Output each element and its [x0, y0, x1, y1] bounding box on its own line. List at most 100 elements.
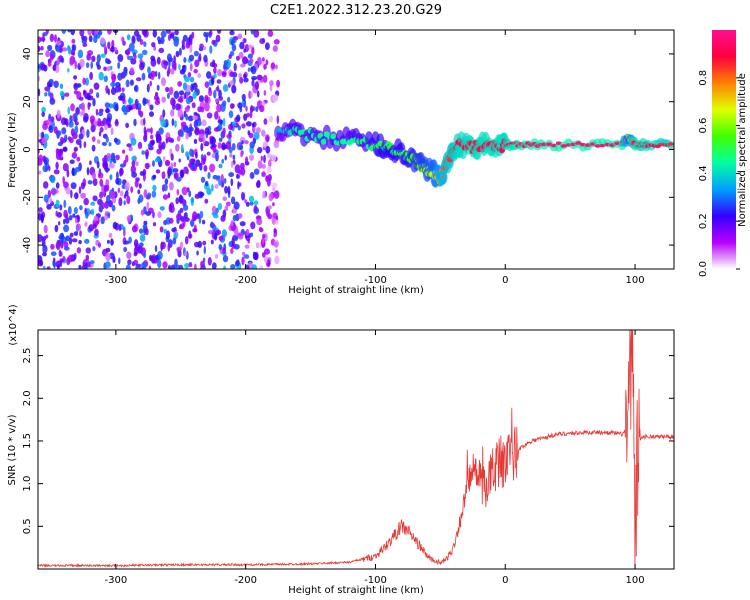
- spectrogram-noise-blob: [90, 201, 96, 206]
- y-tick-label: 0: [22, 146, 33, 152]
- spectrogram-noise-blob: [73, 207, 78, 214]
- spectrogram-noise-blob: [184, 76, 190, 83]
- spectrogram-noise-blob: [119, 163, 126, 168]
- spectrogram-noise-blob: [173, 172, 178, 180]
- spectrogram-noise-blob: [122, 104, 127, 111]
- spectrogram-noise-blob: [161, 171, 166, 180]
- spectrogram-noise-blob: [131, 225, 138, 233]
- spectrogram-noise-blob: [190, 197, 195, 203]
- spectrogram-noise-blob: [70, 30, 76, 36]
- spectrogram-noise-blob: [221, 181, 224, 188]
- spectrogram-noise-blob: [218, 236, 224, 241]
- spectrogram-noise-blob: [273, 140, 280, 149]
- spectrogram-noise-blob: [179, 169, 185, 178]
- spectrogram-noise-blob: [268, 205, 272, 210]
- spectrogram-noise-blob: [138, 228, 144, 234]
- spectrogram-noise-blob: [270, 62, 276, 70]
- spectrogram-noise-blob: [82, 77, 86, 85]
- spectrogram-noise-blob: [123, 246, 127, 253]
- spectrogram-noise-blob: [206, 112, 213, 119]
- spectrogram-noise-blob: [152, 160, 155, 167]
- spectrogram-noise-blob: [73, 231, 79, 236]
- spectrogram-noise-blob: [250, 221, 256, 230]
- spectrogram-noise-blob: [110, 152, 116, 161]
- spectrogram-noise-blob: [198, 133, 205, 139]
- spectrogram-noise-blob: [211, 184, 214, 192]
- spectrogram-noise-blob: [248, 44, 253, 49]
- spectrogram-noise-blob: [218, 244, 223, 251]
- spectrogram-ridge-core: [560, 144, 567, 148]
- spectrogram-noise-blob: [176, 135, 181, 142]
- spectrogram-noise-blob: [213, 214, 219, 219]
- spectrogram-noise-blob: [238, 51, 244, 59]
- spectrogram-noise-blob: [273, 228, 277, 234]
- spectrogram-noise-blob: [42, 165, 48, 173]
- spectrogram-noise-blob: [208, 89, 213, 97]
- spectrogram-noise-blob: [152, 222, 157, 227]
- spectrogram-noise-blob: [114, 120, 119, 127]
- spectrogram-noise-blob: [197, 73, 202, 79]
- y-tick-label: -20: [22, 189, 33, 205]
- spectrogram-noise-blob: [237, 232, 243, 237]
- spectrogram-noise-blob: [98, 204, 104, 213]
- spectrogram-noise-blob: [190, 83, 194, 92]
- spectrogram-noise-blob: [70, 189, 73, 199]
- spectrogram-noise-blob: [150, 55, 156, 62]
- spectrogram-noise-blob: [121, 87, 125, 92]
- spectrogram-noise-blob: [173, 36, 180, 43]
- spectrogram-noise-blob: [173, 63, 177, 71]
- spectrogram-noise-blob: [249, 172, 255, 179]
- spectrogram-noise-blob: [117, 187, 121, 194]
- spectrogram-noise-blob: [185, 113, 188, 121]
- spectrogram-noise-blob: [236, 173, 239, 179]
- spectrogram-noise-blob: [117, 72, 123, 81]
- spectrogram-noise-blob: [95, 108, 99, 116]
- spectrogram-noise-blob: [228, 54, 232, 60]
- spectrogram-noise-blob: [211, 262, 217, 269]
- spectrogram-noise-blob: [45, 30, 49, 35]
- spectrogram-noise-blob: [221, 229, 227, 238]
- spectrogram-noise-blob: [118, 224, 122, 232]
- spectrogram-noise-blob: [189, 63, 193, 72]
- spectrogram-noise-blob: [205, 132, 209, 139]
- spectrogram-noise-blob: [43, 64, 48, 72]
- spectrogram-noise-blob: [249, 110, 253, 119]
- spectrogram-noise-blob: [90, 124, 96, 133]
- spectrogram-noise-blob: [129, 67, 135, 75]
- spectrogram-noise-blob: [143, 41, 147, 47]
- spectrogram-noise-blob: [149, 80, 152, 87]
- spectrogram-noise-blob: [175, 103, 181, 111]
- spectrogram-noise-blob: [178, 264, 184, 269]
- spectrogram-noise-blob: [261, 171, 266, 178]
- spectrogram-noise-blob: [97, 198, 103, 206]
- spectrogram-noise-blob: [218, 137, 223, 142]
- spectrogram-noise-blob: [251, 47, 255, 56]
- colorbar: 0.0 0.2 0.4 0.6 0.8 Normalized spectral ampl…: [698, 30, 748, 277]
- spectrogram-noise-blob: [85, 262, 88, 269]
- spectrogram-noise-blob: [98, 71, 104, 81]
- spectrogram-noise-blob: [44, 86, 51, 92]
- spectrogram-noise-blob: [264, 42, 270, 50]
- spectrogram-noise-blob: [126, 143, 132, 148]
- spectrogram-noise-blob: [46, 266, 51, 269]
- spectrogram-noise-blob: [153, 45, 157, 51]
- spectrogram-noise-blob: [63, 181, 69, 189]
- spectrogram-noise-blob: [210, 221, 214, 228]
- spectrogram-noise-blob: [167, 243, 170, 252]
- spectrogram-noise-blob: [81, 38, 88, 44]
- spectrogram-noise-blob: [162, 194, 169, 200]
- spectrogram-noise-blob: [44, 159, 48, 166]
- spectrogram-noise-blob: [189, 44, 193, 53]
- spectrogram-noise-blob: [156, 84, 160, 91]
- spectrogram-noise-blob: [250, 232, 254, 237]
- spectrogram-noise-blob: [239, 41, 245, 50]
- spectrogram-noise-blob: [271, 154, 277, 162]
- spectrogram-noise-blob: [71, 238, 78, 243]
- spectrogram-noise-blob: [179, 207, 184, 213]
- spectrogram-noise-blob: [112, 221, 118, 230]
- spectrogram-noise-blob: [259, 265, 264, 269]
- spectrogram-noise-blob: [240, 63, 246, 68]
- spectrogram-noise-blob: [187, 115, 194, 122]
- spectrogram-noise-blob: [215, 34, 221, 43]
- spectrogram-noise-blob: [238, 213, 243, 219]
